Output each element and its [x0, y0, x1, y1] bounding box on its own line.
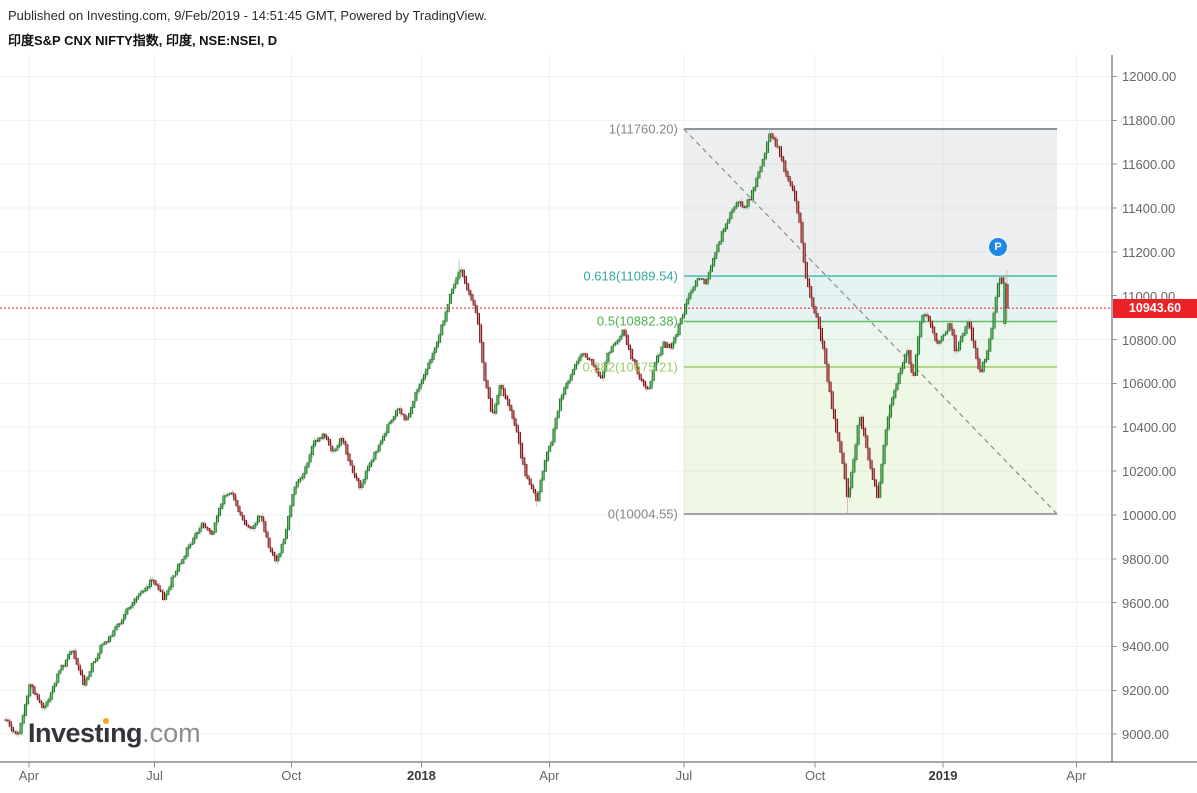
time-axis-label: Apr	[539, 768, 560, 783]
fibonacci-zones[interactable]	[683, 128, 1058, 515]
logo-suffix: .com	[142, 718, 201, 748]
logo-text-pre: Invest	[28, 718, 104, 748]
fib-label-0.618: 0.618(11089.54)	[583, 268, 678, 284]
time-axis-label: Apr	[18, 768, 40, 783]
published-line: Published on Investing.com, 9/Feb/2019 -…	[8, 8, 487, 23]
fib-label-0: 0(10004.55)	[607, 506, 678, 522]
axis-ticks	[28, 75, 1117, 768]
time-axis-label: 2019	[928, 768, 958, 783]
price-axis-label: 9200.00	[1122, 683, 1169, 699]
price-axis-label: 12000.00	[1122, 69, 1177, 85]
publisher-icon[interactable]: P	[989, 238, 1008, 257]
fib-label-0.5: 0.5(10882.38)	[596, 313, 678, 329]
logo-orange-dot-i: ı	[103, 718, 111, 748]
up-wicks	[14, 129, 1006, 738]
price-axis-label: 9000.00	[1122, 727, 1169, 743]
logo-text-post: ng	[110, 718, 143, 748]
time-axis-label: Jul	[675, 768, 693, 783]
fib-label-1: 1(11760.20)	[608, 121, 678, 137]
price-axis-label: 11600.00	[1122, 157, 1176, 173]
price-axis-label: 10400.00	[1122, 420, 1177, 436]
time-axis-label: Oct	[281, 768, 302, 783]
price-axis-label: 9600.00	[1122, 595, 1169, 611]
time-axis-label: 2018	[406, 768, 436, 783]
fib-label-0.382: 0.382(10675.21)	[582, 359, 678, 375]
axis-borders	[0, 55, 1197, 763]
price-axis-label: 11800.00	[1122, 113, 1176, 129]
price-axis-label: 9800.00	[1122, 551, 1169, 567]
price-axis-label: 10000.00	[1122, 507, 1177, 523]
time-axis-label: Oct	[804, 768, 826, 783]
investing-logo: Investıng.com	[28, 718, 201, 749]
down-wicks	[5, 131, 1008, 737]
last-price-label: 10943.60	[1113, 298, 1197, 318]
price-axis-label: 11200.00	[1122, 244, 1176, 260]
chart-title: 印度S&P CNX NIFTY指数, 印度, NSE:NSEI, D	[8, 33, 278, 48]
time-axis-label: Apr	[1066, 768, 1087, 783]
time-axis-label: Jul	[146, 768, 163, 783]
gridlines	[0, 55, 1112, 762]
price-axis-label: 11400.00	[1122, 201, 1176, 217]
price-axis-label: 10200.00	[1122, 464, 1177, 480]
price-axis-label: 9400.00	[1122, 639, 1169, 655]
price-axis-label: 10800.00	[1122, 332, 1177, 348]
price-axis-label: 10600.00	[1122, 376, 1177, 392]
